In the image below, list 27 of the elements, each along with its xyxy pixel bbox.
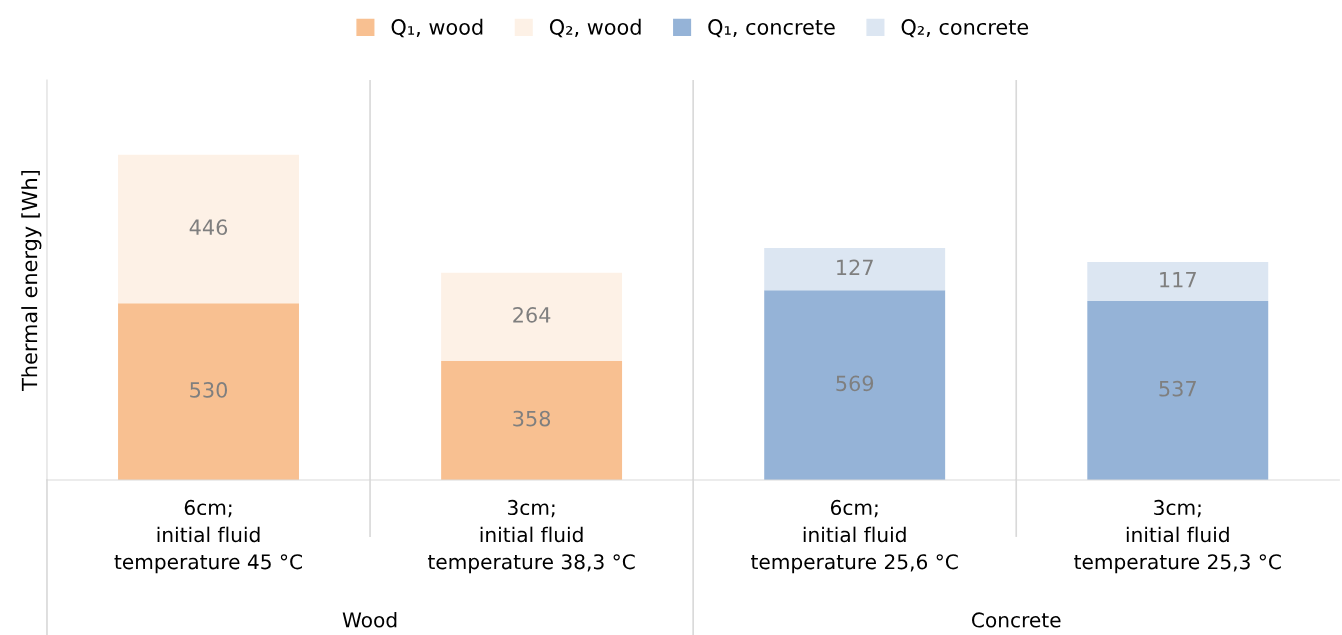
bar (441, 360, 623, 481)
data-label: 127 (837, 259, 873, 275)
data-label: 117 (1160, 272, 1196, 288)
data-label: 530 (190, 382, 228, 398)
x-tick-label: 6cm; initial fluid temperature 45 °C (114, 499, 302, 574)
bar (764, 248, 946, 291)
y-axis-title: Thermal energy [Wh] (21, 170, 42, 391)
legend-label: Q₁, concrete (708, 19, 835, 38)
text: Concrete (972, 612, 1061, 628)
legend-label: Q₁, wood (391, 18, 483, 38)
bar (764, 290, 946, 481)
data-label: 264 (513, 306, 551, 323)
data-label: 569 (836, 375, 874, 392)
x-tick-label: 3cm; initial fluid temperature 38,3 °C (427, 499, 635, 574)
bar (118, 303, 299, 481)
data-label: 358 (513, 410, 551, 427)
legend-label: Q₂, wood (549, 18, 641, 38)
bar (441, 272, 623, 361)
x-tick-label: 3cm; initial fluid temperature 25,3 °C (1074, 499, 1281, 574)
bar (118, 154, 299, 304)
data-label: 446 (189, 219, 228, 236)
bar (1087, 262, 1269, 302)
x-tick-label: 6cm; initial fluid temperature 25,6 °C (751, 499, 958, 574)
legend-label: Q₂, concrete (901, 19, 1029, 38)
text: Wood (342, 611, 397, 628)
data-label: 537 (1159, 380, 1196, 397)
bar (1087, 301, 1269, 481)
